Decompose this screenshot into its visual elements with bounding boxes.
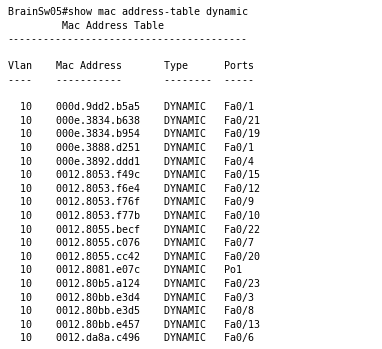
Text: BrainSw05#show mac address-table dynamic
         Mac Address Table
------------: BrainSw05#show mac address-table dynamic… — [8, 7, 260, 343]
